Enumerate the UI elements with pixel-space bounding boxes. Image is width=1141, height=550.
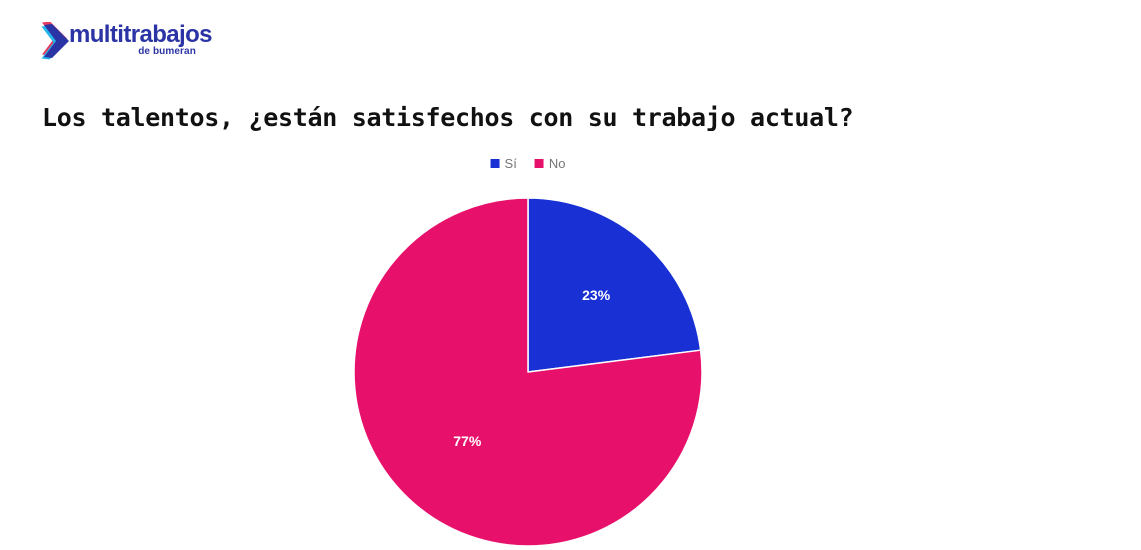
legend-item-si[interactable]: Sí [490,156,517,171]
logo-chevron-icon [41,22,69,60]
legend-swatch-si [490,159,500,168]
pie-chart-svg [354,198,702,546]
pie-slice-si[interactable] [527,198,702,373]
logo-wordmark: multitrabajos [69,21,213,48]
logo-subbrand: de bumeran [138,46,196,57]
pie-slice-no[interactable] [354,198,702,546]
legend-item-no[interactable]: No [534,156,566,171]
page-title: Los talentos, ¿están satisfechos con su … [42,103,854,132]
pie-chart: 23% 77% [354,198,702,546]
logo[interactable]: multitrabajos de bumeran [40,20,213,60]
legend-label-si: Sí [504,156,517,171]
chart-legend: Sí No [490,156,566,171]
legend-label-no: No [548,156,566,171]
legend-swatch-no [534,159,544,168]
